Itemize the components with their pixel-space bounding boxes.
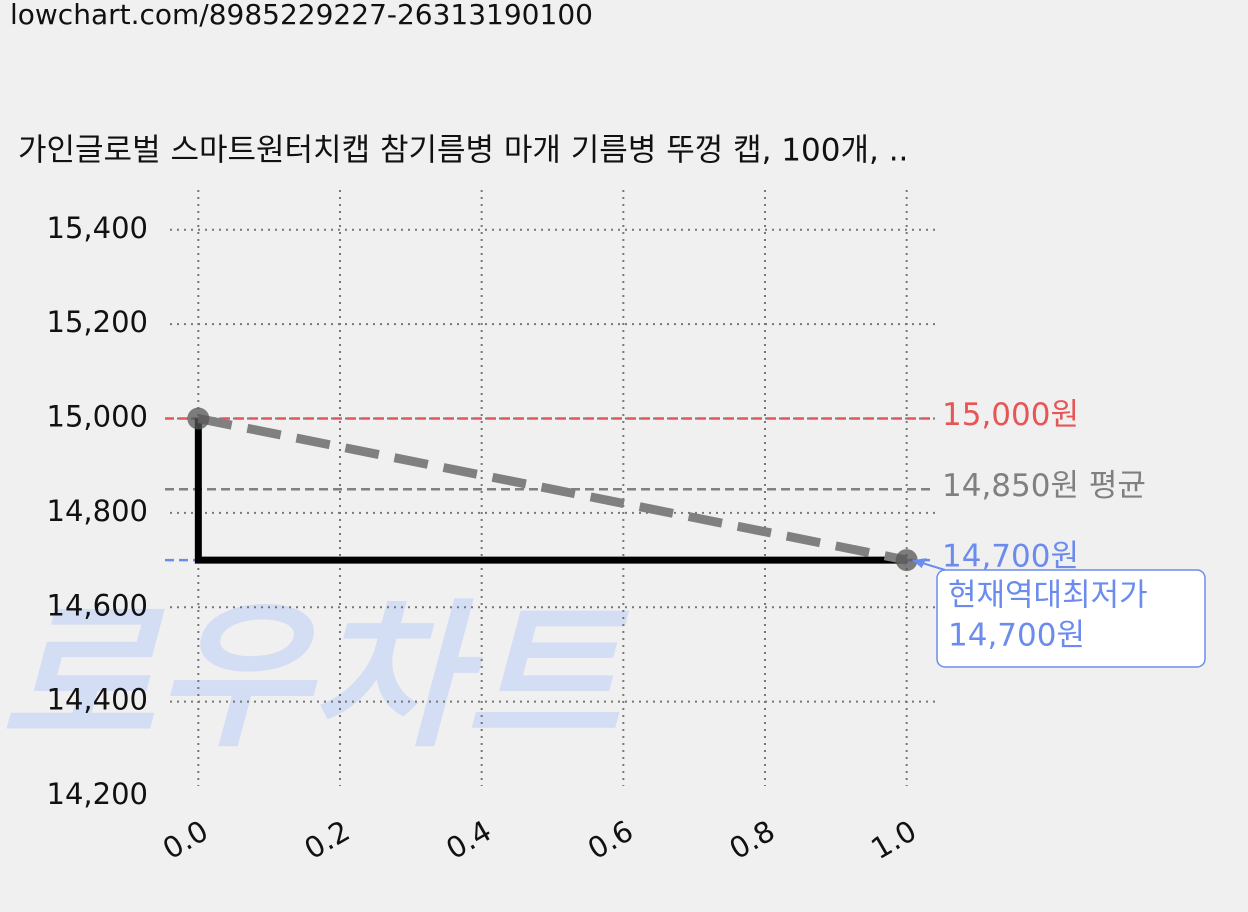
reference-label: 14,700원 — [942, 539, 1079, 575]
series-line — [197, 414, 908, 565]
watermark: 로우차트 — [0, 585, 629, 769]
x-tick-label: 0.8 — [724, 814, 781, 867]
annotation-text: 14,700원 — [948, 618, 1085, 654]
annotation-box — [936, 569, 1206, 668]
annotation-text: 현재역대최저가 — [948, 578, 1148, 614]
point — [187, 407, 210, 430]
series-line — [194, 418, 907, 564]
annotation-arrowhead — [912, 558, 927, 569]
reference-label: 15,000원 — [942, 397, 1079, 433]
url: lowchart.com/8985229227-26313190100 — [10, 0, 593, 31]
x-tick-label: 0.2 — [299, 814, 356, 867]
y-tick-label: 14,600 — [47, 588, 148, 622]
y-tick-label: 15,000 — [47, 400, 148, 434]
y-tick-label: 14,400 — [47, 683, 148, 717]
x-tick-label: 0.4 — [440, 814, 497, 867]
x-tick-label: 0.6 — [582, 814, 639, 867]
x-tick-label: 1.0 — [865, 814, 922, 867]
reference-label: 14,850원 평균 — [942, 468, 1146, 504]
chart-title: 가인글로벌 스마트원터치캡 참기름병 마개 기름병 뚜껑 캡, 100개, .. — [18, 133, 908, 169]
x-tick-label: 0.0 — [157, 814, 214, 867]
y-tick-label: 14,800 — [47, 494, 148, 528]
y-tick-label: 14,200 — [47, 777, 148, 811]
y-tick-label: 15,400 — [47, 211, 148, 245]
y-tick-label: 15,200 — [47, 305, 148, 339]
point — [895, 549, 918, 572]
